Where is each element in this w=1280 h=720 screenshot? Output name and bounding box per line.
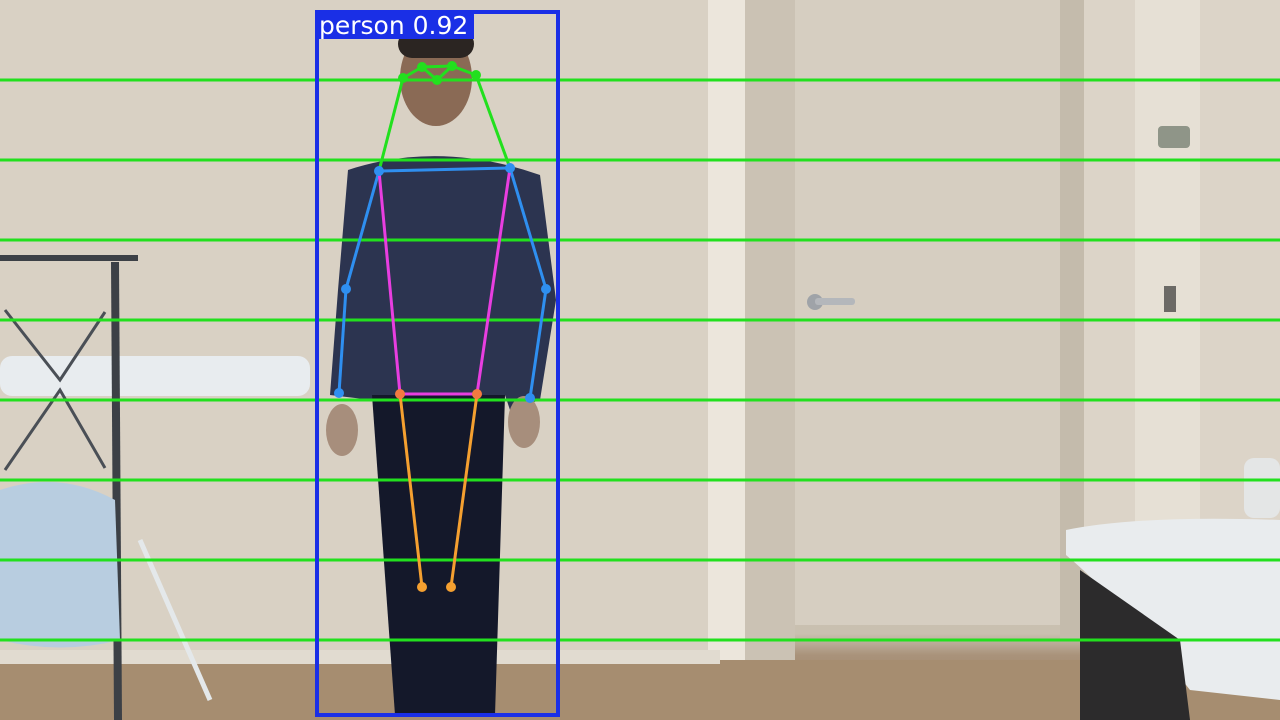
bone-rsho-rhip — [377, 170, 402, 395]
bone-lsho-lelb — [508, 167, 548, 290]
joint-leye — [447, 61, 457, 71]
joint-lsho — [505, 163, 515, 173]
fabric-pile — [0, 482, 120, 648]
bone-lelb-lwri — [528, 288, 548, 399]
person-figure — [326, 30, 556, 715]
detection-label: person 0.92 — [316, 12, 475, 39]
bone-lear-lsho — [474, 74, 512, 169]
joint-rwri — [334, 388, 344, 398]
door-panel — [795, 0, 1065, 625]
joint-rsho — [374, 166, 384, 176]
person-bounding-box — [315, 10, 560, 717]
horizontal-guide-lines — [0, 78, 1280, 642]
door-frame-left — [708, 0, 748, 690]
joint-rhip — [395, 389, 405, 399]
bed — [1066, 458, 1280, 720]
ironing-board — [0, 255, 310, 720]
bone-rhip-rknee — [398, 393, 424, 588]
baseboard — [0, 650, 720, 664]
wall-hook — [1158, 126, 1190, 148]
bone-relb-rwri — [337, 288, 348, 394]
bone-rsho-lsho — [378, 166, 511, 173]
bone-reye-leye — [421, 64, 453, 69]
joint-lhip — [472, 389, 482, 399]
door-frame-right — [1135, 0, 1200, 540]
joint-relb — [341, 284, 351, 294]
pose-joints — [334, 61, 551, 592]
door-frame-shadow — [745, 0, 795, 690]
joint-reye — [417, 62, 427, 72]
bone-rsho-relb — [344, 170, 381, 290]
joint-lknee — [446, 582, 456, 592]
wall-switch — [1164, 286, 1176, 312]
joint-rear — [398, 73, 408, 83]
bone-lhip-lknee — [449, 393, 479, 588]
joint-lear — [471, 70, 481, 80]
bone-rear-rsho — [377, 77, 405, 172]
joint-nose — [432, 75, 442, 85]
joint-lwri — [525, 393, 535, 403]
pose-skeleton — [337, 64, 548, 588]
floor — [0, 660, 1280, 720]
door-handle-icon — [807, 294, 855, 310]
joint-lelb — [541, 284, 551, 294]
bone-lsho-lhip — [475, 167, 512, 395]
joint-rknee — [417, 582, 427, 592]
